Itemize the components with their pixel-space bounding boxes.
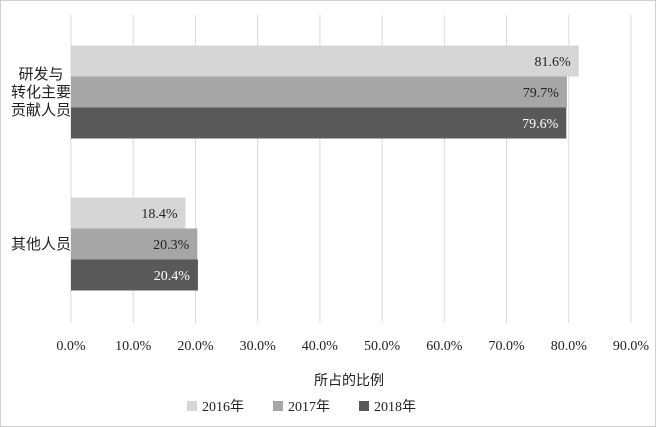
category-label-line: 转化主要 bbox=[11, 83, 71, 101]
data-label: 20.3% bbox=[153, 238, 190, 253]
x-tick-label: 60.0% bbox=[426, 339, 463, 354]
x-tick-label: 70.0% bbox=[488, 339, 525, 354]
x-tick-label: 90.0% bbox=[613, 339, 650, 354]
category-label-line: 贡献人员 bbox=[11, 101, 71, 119]
x-tick-label: 50.0% bbox=[364, 339, 401, 354]
x-tick-label: 30.0% bbox=[240, 339, 277, 354]
bar bbox=[71, 107, 567, 139]
legend-swatch bbox=[359, 401, 369, 411]
category-label: 其他人员 bbox=[11, 235, 71, 253]
x-tick-label: 10.0% bbox=[115, 339, 152, 354]
x-axis-title: 所占的比例 bbox=[314, 373, 384, 389]
bar bbox=[71, 259, 198, 291]
x-tick-label: 80.0% bbox=[551, 339, 588, 354]
legend-swatch bbox=[273, 401, 283, 411]
x-tick-label: 40.0% bbox=[302, 339, 339, 354]
legend-label: 2018年 bbox=[374, 399, 416, 415]
bar bbox=[71, 45, 579, 77]
x-tick-label: 0.0% bbox=[56, 339, 86, 354]
legend-label: 2017年 bbox=[288, 399, 330, 415]
data-label: 81.6% bbox=[535, 55, 572, 70]
legend-label: 2016年 bbox=[202, 399, 244, 415]
data-label: 18.4% bbox=[141, 207, 178, 222]
bar bbox=[71, 76, 567, 108]
x-tick-label: 20.0% bbox=[177, 339, 214, 354]
category-label-line: 研发与 bbox=[18, 65, 63, 83]
legend-swatch bbox=[187, 401, 197, 411]
category-label: 研发与转化主要贡献人员 bbox=[11, 65, 71, 119]
data-label: 79.7% bbox=[523, 86, 560, 101]
data-label: 79.6% bbox=[522, 117, 559, 132]
category-label-line: 其他人员 bbox=[11, 235, 71, 253]
data-label: 20.4% bbox=[154, 269, 191, 284]
bar bbox=[71, 228, 198, 260]
bar bbox=[71, 197, 186, 229]
